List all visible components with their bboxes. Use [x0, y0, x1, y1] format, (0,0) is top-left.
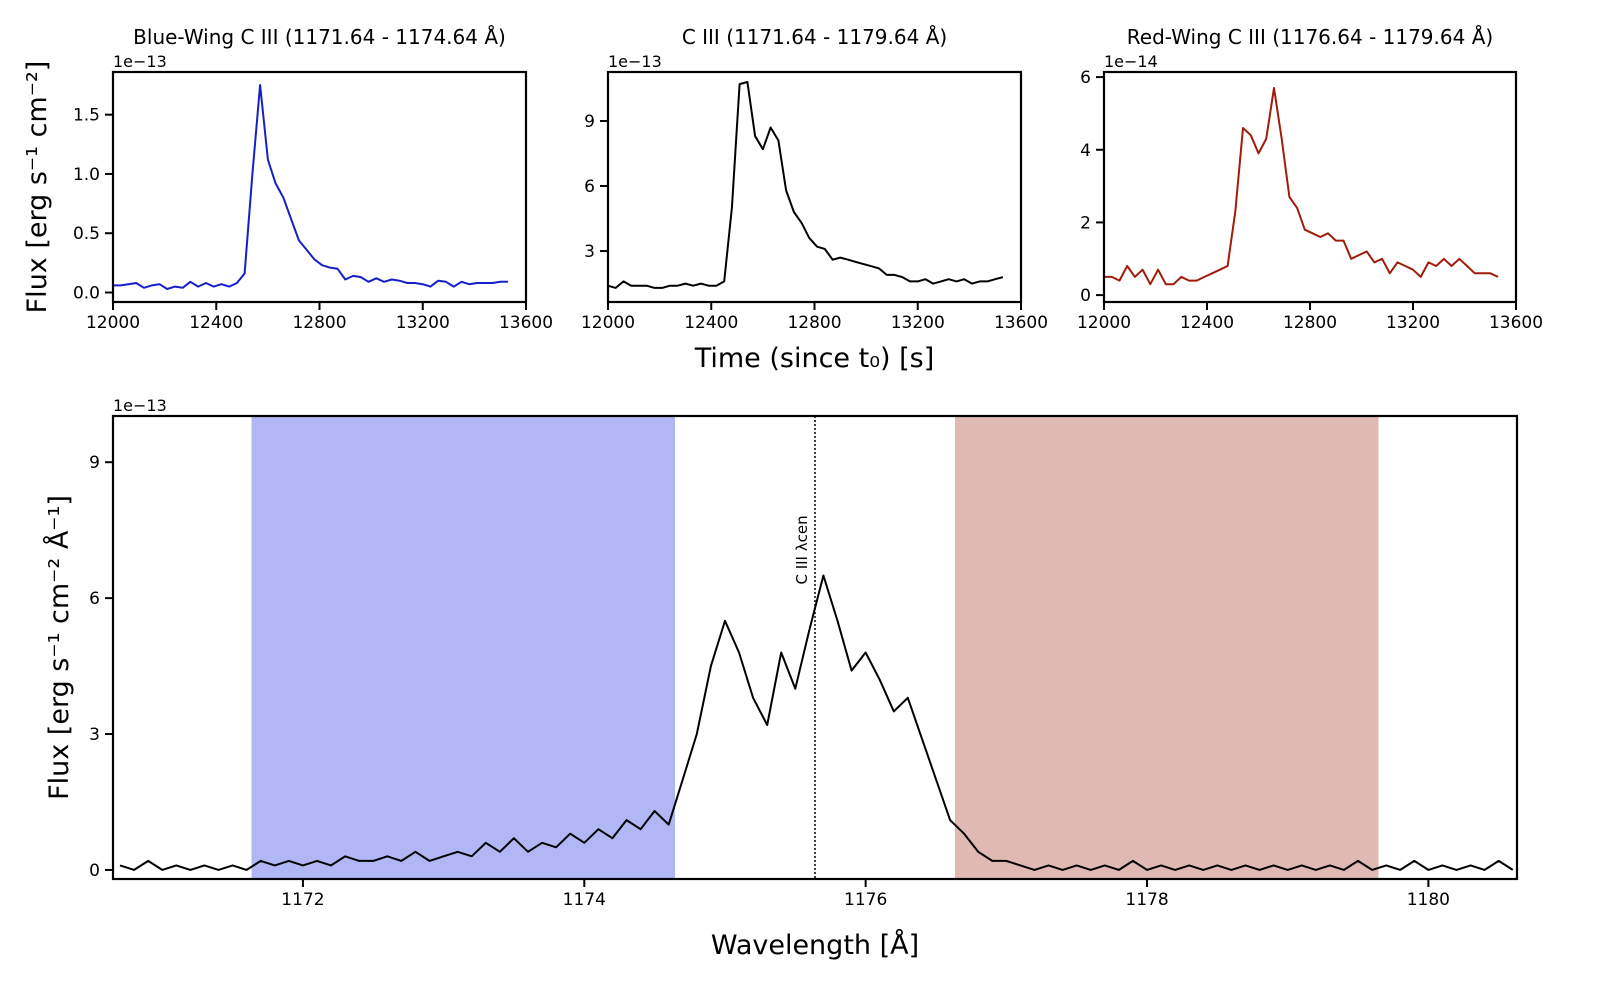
x-axis-label: Time (since t₀) [s]	[694, 343, 935, 374]
y-axis-label: Flux [erg s⁻¹ cm⁻²]	[22, 61, 53, 314]
y-tick-label: 6	[89, 589, 100, 609]
plot-area	[119, 574, 1514, 871]
y-tick-label: 3	[89, 725, 100, 745]
y-tick-label: 3	[584, 242, 595, 262]
axes-frame	[111, 70, 528, 304]
offset-label: 1e−13	[113, 396, 167, 415]
x-tick-label: 1178	[1125, 890, 1168, 910]
x-tick-label: 12400	[189, 313, 243, 333]
y-tick-label: 1.5	[73, 106, 100, 126]
x-tick-label: 13200	[891, 313, 945, 333]
axes-frame	[606, 70, 1023, 304]
data-line	[113, 84, 508, 290]
x-tick-label: 13600	[499, 313, 553, 333]
y-tick-label: 1.0	[73, 165, 100, 185]
x-tick-label: 12800	[1283, 313, 1337, 333]
plot-area	[1104, 87, 1499, 286]
y-tick-label: 6	[1080, 68, 1091, 88]
x-tick-label: 1180	[1407, 890, 1450, 910]
y-tick-label: 9	[89, 453, 100, 473]
chart-title: Red-Wing C III (1176.64 - 1179.64 Å)	[1127, 25, 1493, 49]
plot-area	[113, 84, 508, 290]
x-tick-label: 1172	[281, 890, 324, 910]
wing-span	[954, 415, 1379, 880]
y-axis-label: Flux [erg s⁻¹ cm⁻² Å⁻¹]	[43, 495, 75, 800]
axes-frame	[1102, 70, 1518, 304]
x-axis-label: Wavelength [Å]	[711, 929, 919, 961]
x-tick-label: 13200	[1386, 313, 1440, 333]
offset-label: 1e−13	[608, 52, 662, 71]
x-tick-label: 12000	[581, 313, 635, 333]
plot-area	[608, 81, 1004, 289]
data-line	[119, 574, 1514, 871]
x-tick-label: 12800	[292, 313, 346, 333]
y-tick-label: 0	[89, 861, 100, 881]
data-line	[1104, 87, 1499, 286]
y-tick-label: 0.5	[73, 224, 100, 244]
y-tick-label: 2	[1080, 213, 1091, 233]
x-tick-label: 12400	[684, 313, 738, 333]
wing-span	[251, 415, 676, 880]
y-tick-label: 6	[584, 177, 595, 197]
x-tick-label: 12000	[1077, 313, 1131, 333]
y-tick-label: 9	[584, 112, 595, 132]
x-tick-label: 13200	[396, 313, 450, 333]
chart-title: Blue-Wing C III (1171.64 - 1174.64 Å)	[133, 25, 506, 49]
center-label: C III λcen	[793, 515, 811, 584]
y-tick-label: 4	[1080, 141, 1091, 161]
x-tick-label: 13600	[994, 313, 1048, 333]
x-tick-label: 1174	[563, 890, 606, 910]
offset-label: 1e−14	[1104, 52, 1158, 71]
data-line	[608, 81, 1004, 289]
x-tick-label: 12400	[1180, 313, 1234, 333]
offset-label: 1e−13	[113, 52, 167, 71]
x-tick-label: 13600	[1489, 313, 1543, 333]
x-tick-label: 12000	[86, 313, 140, 333]
chart-title: C III (1171.64 - 1179.64 Å)	[682, 25, 947, 49]
axes-frame	[111, 414, 1519, 881]
x-tick-label: 12800	[787, 313, 841, 333]
y-tick-label: 0	[1080, 286, 1091, 306]
y-tick-label: 0.0	[73, 284, 100, 304]
x-tick-label: 1176	[844, 890, 887, 910]
